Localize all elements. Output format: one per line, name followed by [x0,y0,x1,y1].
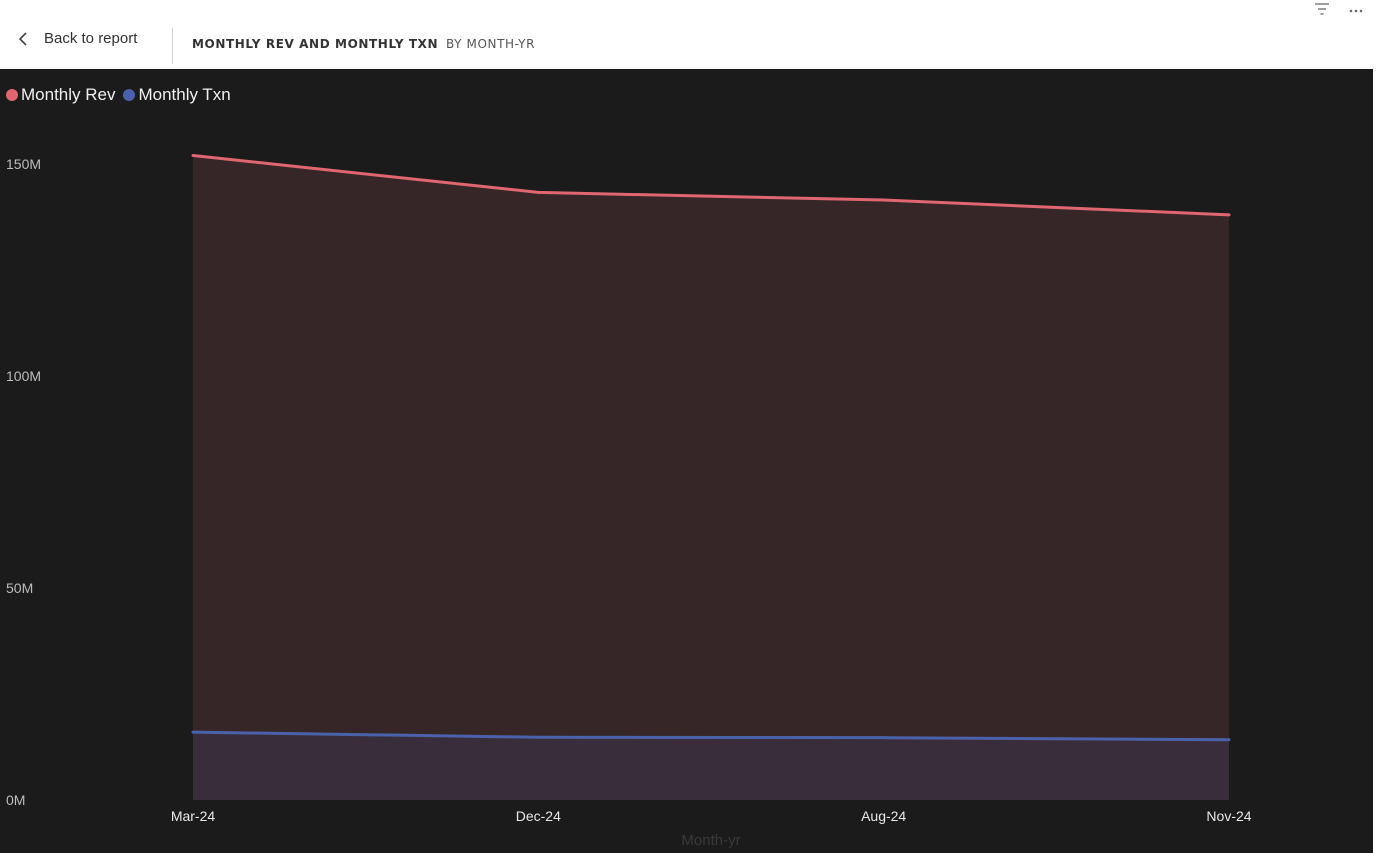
series-line-monthly-txn [192,730,1230,742]
x-tick-label: Aug-24 [861,808,906,824]
x-tick-label: Dec-24 [516,808,561,824]
data-point-rev-3 [1227,213,1231,217]
more-options-icon[interactable] [1346,0,1366,18]
area-fill-monthly-txn [193,732,1229,800]
x-tick-label: Nov-24 [1206,808,1251,824]
legend-dot-rev [6,89,18,101]
chart-canvas: Monthly Rev Monthly Txn 0M 50M 100M 150M Mar… [0,69,1373,853]
chart-legend: Monthly Rev Monthly Txn [6,85,239,105]
data-point-rev-0 [191,154,195,158]
data-point-txn-2 [882,736,886,740]
data-point-rev-2 [882,198,886,202]
data-point-rev-1 [536,190,540,194]
header-divider [172,28,173,64]
back-to-report-label: Back to report [44,30,138,47]
visual-subtitle: BY MONTH-YR [446,37,536,51]
chevron-left-icon [18,31,28,47]
back-to-report-button[interactable]: Back to report [18,30,137,47]
y-tick-label: 100M [6,368,41,384]
legend-item-monthly-txn[interactable]: Monthly Txn [123,85,231,105]
data-point-txn-0 [191,730,195,734]
visual-header: Back to report MONTHLY REV AND MONTHLY T… [0,0,1376,69]
legend-label-txn: Monthly Txn [138,85,231,104]
y-tick-label: 0M [6,792,25,808]
filter-icon[interactable] [1312,0,1332,18]
x-axis-title: Month-yr [681,832,740,849]
area-chart: 0M 50M 100M 150M Mar-24 Dec-24 Aug-24 Nov-24 Mon… [6,154,1252,849]
area-fill-monthly-rev [193,155,1229,800]
legend-item-monthly-rev[interactable]: Monthly Rev [6,85,115,105]
x-tick-label: Mar-24 [171,808,216,824]
visual-title: MONTHLY REV AND MONTHLY TXN [192,37,439,51]
header-actions [1312,0,1366,18]
legend-dot-txn [123,89,136,101]
legend-label-rev: Monthly Rev [21,85,116,104]
y-tick-label: 50M [6,580,33,596]
series-line-monthly-rev [192,154,1230,217]
data-point-txn-1 [536,735,540,739]
window-edge [1373,0,1376,853]
y-tick-label: 150M [6,156,41,172]
data-point-txn-3 [1227,738,1231,742]
